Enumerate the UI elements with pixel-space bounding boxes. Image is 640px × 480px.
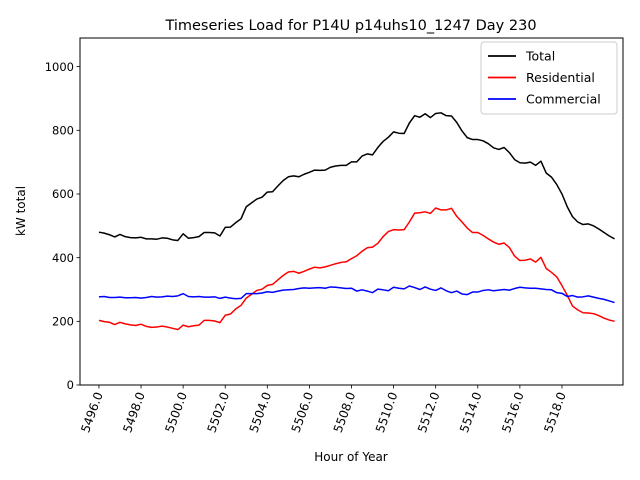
series-line-total [98,112,615,242]
legend-box [480,41,618,115]
legend-label-total: Total [525,49,555,64]
legend-items: Total Residential Commercial [488,49,601,107]
y-tick-label: 200 [52,315,74,329]
y-axis-label: kW total [14,186,28,236]
series-line-commercial [98,285,615,304]
y-tick-label: 0 [67,378,74,392]
x-axis-label: Hour of Year [314,450,388,464]
chart-title: Timeseries Load for P14U p14uhs10_1247 D… [164,18,536,34]
y-tick-label: 400 [52,251,74,265]
y-tick-label: 1000 [45,60,74,74]
y-tick-label: 800 [52,124,74,138]
series-line-residential [98,207,615,331]
legend: Total Residential Commercial [480,41,618,115]
legend-label-residential: Residential [526,70,595,85]
series-layer [98,112,615,331]
y-tick-label: 600 [52,187,74,201]
legend-label-commercial: Commercial [526,92,601,107]
